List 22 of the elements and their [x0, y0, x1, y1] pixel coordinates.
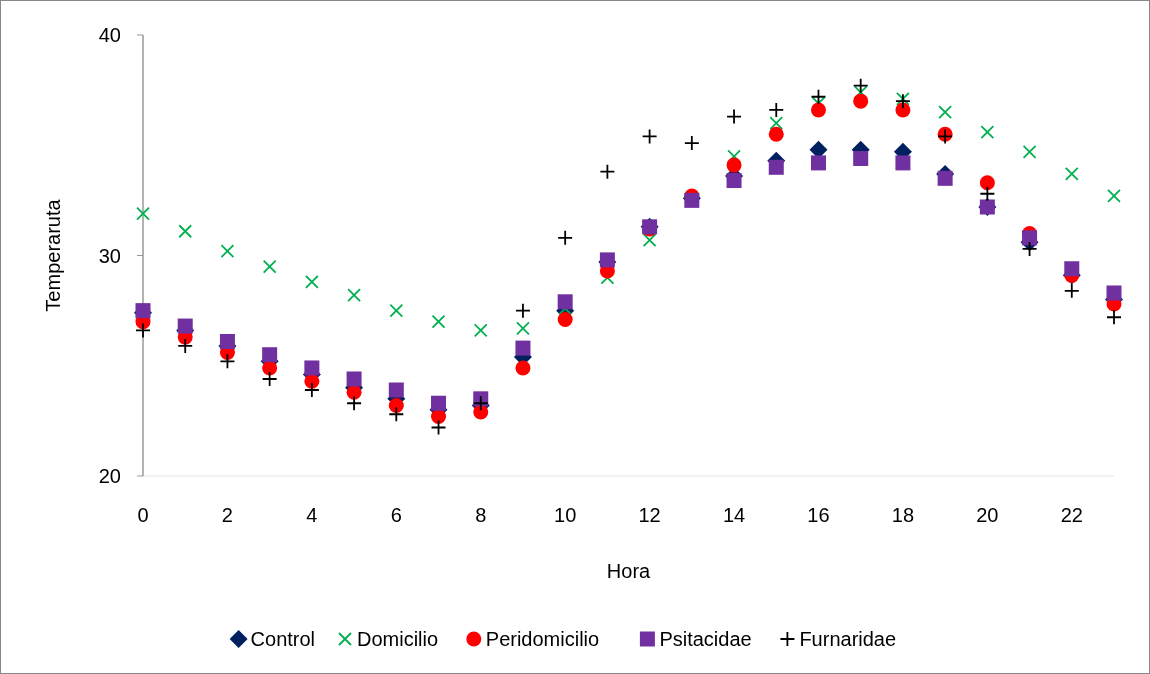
x-tick-label: 10	[554, 504, 577, 526]
legend-label: Psitacidae	[659, 628, 752, 650]
y-tick-label: 20	[98, 465, 121, 487]
x-tick-label: 18	[891, 504, 915, 526]
x-tick-label: 14	[722, 504, 746, 526]
x-tick-label: 16	[807, 504, 830, 526]
x-tick-label: 8	[475, 504, 487, 526]
x-tick-label: 2	[221, 504, 233, 526]
x-tick-label: 4	[306, 504, 318, 526]
x-tick-label: 12	[638, 504, 661, 526]
x-tick-label: 22	[1060, 504, 1083, 526]
y-tick-label: 30	[98, 244, 121, 267]
x-axis-title: Hora	[606, 560, 652, 582]
legend-label: Control	[250, 628, 316, 650]
x-tick-label: 20	[976, 504, 999, 526]
y-axis-title: Temperaruta	[42, 198, 64, 312]
legend-label: Domicilio	[357, 628, 439, 650]
x-tick-label: 6	[390, 504, 402, 526]
legend-label: Furnaridae	[799, 628, 897, 650]
y-tick-label: 40	[98, 24, 121, 46]
x-tick-label: 0	[137, 504, 149, 526]
legend-label: Peridomicilio	[485, 628, 600, 650]
